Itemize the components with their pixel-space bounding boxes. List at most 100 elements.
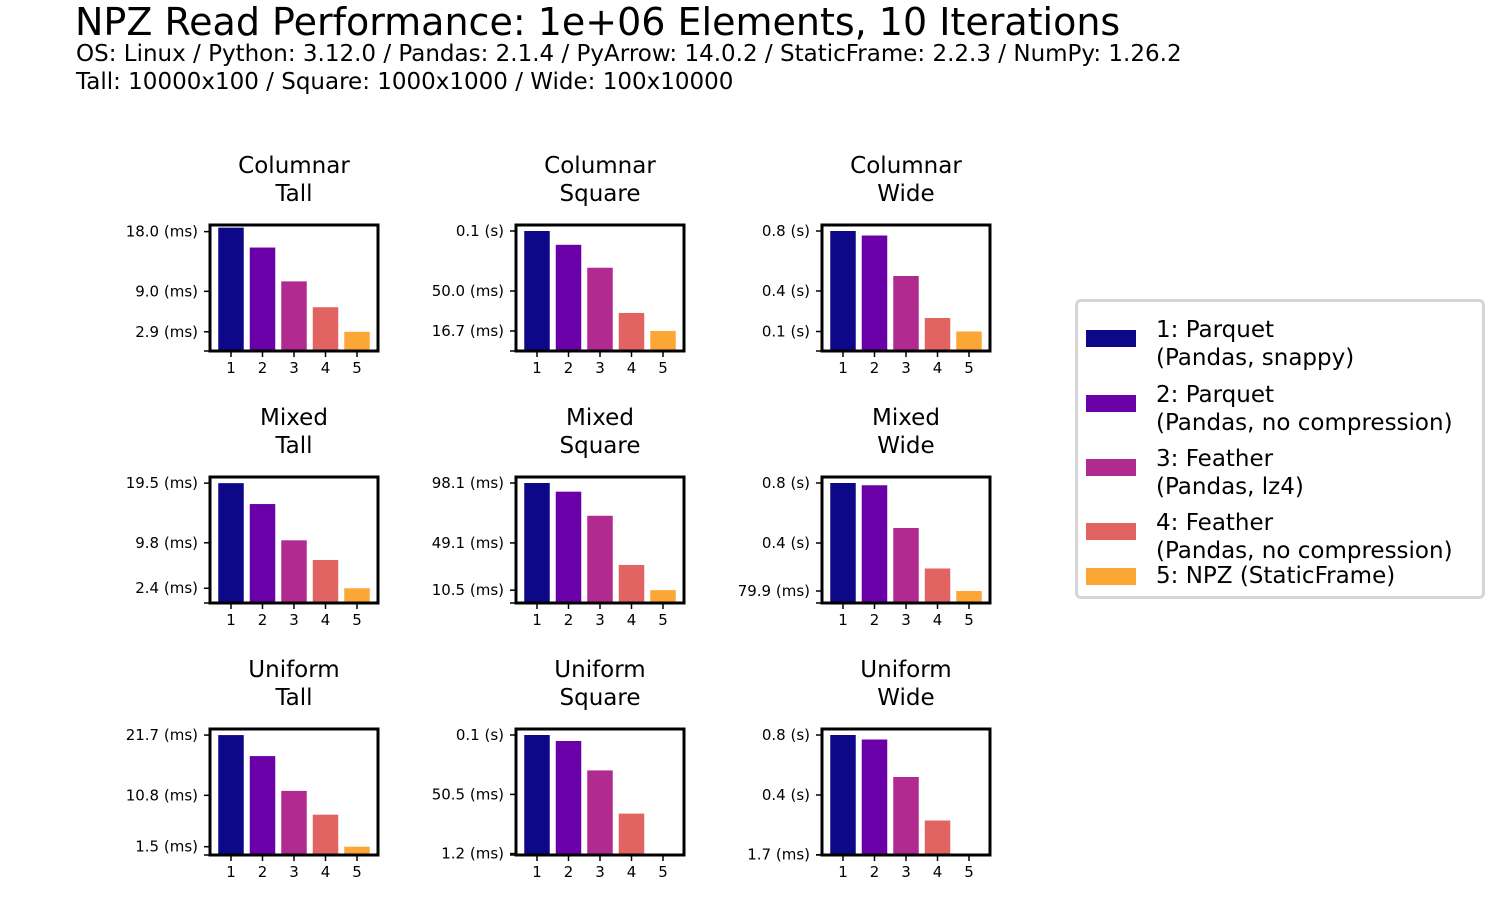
x-tick-label: 2 (870, 611, 880, 629)
x-tick-label: 2 (564, 359, 574, 377)
bar-4 (618, 564, 645, 603)
x-tick-label: 4 (321, 611, 331, 629)
x-tick-label: 2 (564, 863, 574, 881)
legend-swatch-1 (1086, 330, 1136, 347)
subplot-title-line: Columnar (238, 153, 350, 179)
legend-label-3: 3: Feather (Pandas, lz4) (1156, 446, 1304, 500)
bar-3 (281, 540, 307, 603)
subplot-5: Mixed Square 1 2 3 4 5 98.1 (ms) 49.1 (ms) 10.5 (… (432, 405, 686, 629)
x-tick-label: 2 (258, 611, 268, 629)
chart-subtitle-environment: OS: Linux / Python: 3.12.0 / Pandas: 2.1… (76, 41, 1182, 67)
x-tick-label: 3 (901, 359, 911, 377)
bar-1 (524, 735, 550, 855)
x-tick-label: 1 (532, 863, 542, 881)
subplot-title-line: Tall (274, 685, 312, 711)
bar-4 (312, 814, 339, 855)
bar-2 (249, 504, 276, 603)
bar-3 (893, 276, 919, 351)
bar-5 (650, 590, 676, 603)
x-tick-label: 4 (933, 611, 943, 629)
bar-3 (587, 515, 613, 603)
legend: 1: Parquet (Pandas, snappy) 2: Parquet (Pa… (1075, 299, 1485, 599)
y-tick-label: 1.7 (ms) (747, 846, 810, 864)
subplot-title-line: Uniform (554, 657, 645, 683)
subplot-title: Columnar Wide (850, 153, 962, 207)
subplot-title: Columnar Tall (238, 153, 350, 207)
bar-2 (555, 491, 582, 603)
y-tick-label: 9.0 (ms) (135, 282, 198, 300)
bar-2 (861, 235, 888, 351)
x-tick-label: 3 (595, 863, 605, 881)
bar-2 (555, 741, 582, 855)
subplot-title-line: Columnar (850, 153, 962, 179)
x-tick-label: 1 (532, 611, 542, 629)
bar-2 (249, 247, 276, 351)
legend-label-5: 5: NPZ (StaticFrame) (1156, 563, 1396, 589)
bar-4 (618, 813, 645, 855)
legend-swatch-3 (1086, 459, 1136, 476)
x-tick-label: 4 (627, 611, 637, 629)
bar-2 (861, 485, 888, 603)
y-tick-label: 0.8 (s) (762, 474, 810, 492)
legend-label-4: 4: Feather (Pandas, no compression) (1156, 510, 1453, 564)
y-tick-label: 98.1 (ms) (432, 474, 504, 492)
subplot-8: Uniform Square 1 2 3 4 5 0.1 (s) 50.5 (ms) 1.2 (m… (432, 657, 686, 881)
subplot-title: Uniform Tall (248, 657, 339, 711)
bar-5 (956, 331, 982, 351)
x-tick-label: 4 (321, 359, 331, 377)
x-tick-label: 1 (226, 359, 236, 377)
bar-3 (281, 790, 307, 855)
bar-1 (218, 227, 244, 351)
x-tick-label: 5 (658, 359, 668, 377)
x-tick-label: 5 (352, 863, 362, 881)
subplot-title: Mixed Square (560, 405, 641, 459)
x-tick-label: 4 (321, 863, 331, 881)
x-tick-label: 5 (352, 359, 362, 377)
y-tick-label: 9.8 (ms) (135, 534, 198, 552)
subplot-title-line: Mixed (872, 405, 940, 431)
subplot-title-line: Square (560, 181, 641, 207)
bar-1 (830, 231, 856, 351)
y-tick-label: 19.5 (ms) (126, 474, 198, 492)
subplot-9: Uniform Wide 1 2 3 4 5 0.8 (s) 0.4 (s) 1.7 (ms) (747, 657, 992, 881)
y-tick-label: 0.1 (s) (456, 222, 504, 240)
y-tick-label: 16.7 (ms) (432, 322, 504, 340)
x-tick-label: 5 (964, 863, 974, 881)
subplot-title-line: Mixed (260, 405, 328, 431)
y-tick-label: 49.1 (ms) (432, 534, 504, 552)
bar-1 (830, 483, 856, 603)
bar-2 (249, 756, 276, 855)
bar-5 (344, 846, 370, 855)
y-tick-label: 0.4 (s) (762, 786, 810, 804)
bar-5 (344, 588, 370, 603)
x-tick-label: 1 (838, 611, 848, 629)
y-tick-label: 10.5 (ms) (432, 581, 504, 599)
bar-3 (893, 528, 919, 603)
bar-4 (924, 820, 951, 855)
subplot-title-line: Square (560, 685, 641, 711)
x-tick-label: 5 (658, 863, 668, 881)
x-tick-label: 2 (870, 863, 880, 881)
bar-1 (218, 735, 244, 855)
y-tick-label: 10.8 (ms) (126, 786, 198, 804)
legend-label-1: 1: Parquet (Pandas, snappy) (1156, 317, 1355, 371)
legend-label-2: 2: Parquet (Pandas, no compression) (1156, 382, 1453, 436)
x-tick-label: 3 (289, 863, 299, 881)
subplot-title-line: Uniform (860, 657, 951, 683)
x-tick-label: 3 (595, 359, 605, 377)
bar-5 (344, 331, 370, 351)
bar-4 (924, 568, 951, 603)
subplot-title-line: Tall (274, 433, 312, 459)
x-tick-label: 5 (352, 611, 362, 629)
bar-3 (281, 281, 307, 351)
y-tick-label: 2.4 (ms) (135, 579, 198, 597)
y-tick-label: 0.8 (s) (762, 222, 810, 240)
subplot-title-line: Wide (877, 433, 934, 459)
subplot-2: Columnar Square 1 2 3 4 5 0.1 (s) 50.0 (ms) 16.7 … (432, 153, 686, 377)
y-tick-label: 2.9 (ms) (135, 323, 198, 341)
x-tick-label: 3 (289, 611, 299, 629)
bar-2 (555, 244, 582, 351)
subplot-6: Mixed Wide 1 2 3 4 5 0.8 (s) 0.4 (s) 79.9 (ms) (738, 405, 992, 629)
subplot-title: Mixed Wide (872, 405, 940, 459)
